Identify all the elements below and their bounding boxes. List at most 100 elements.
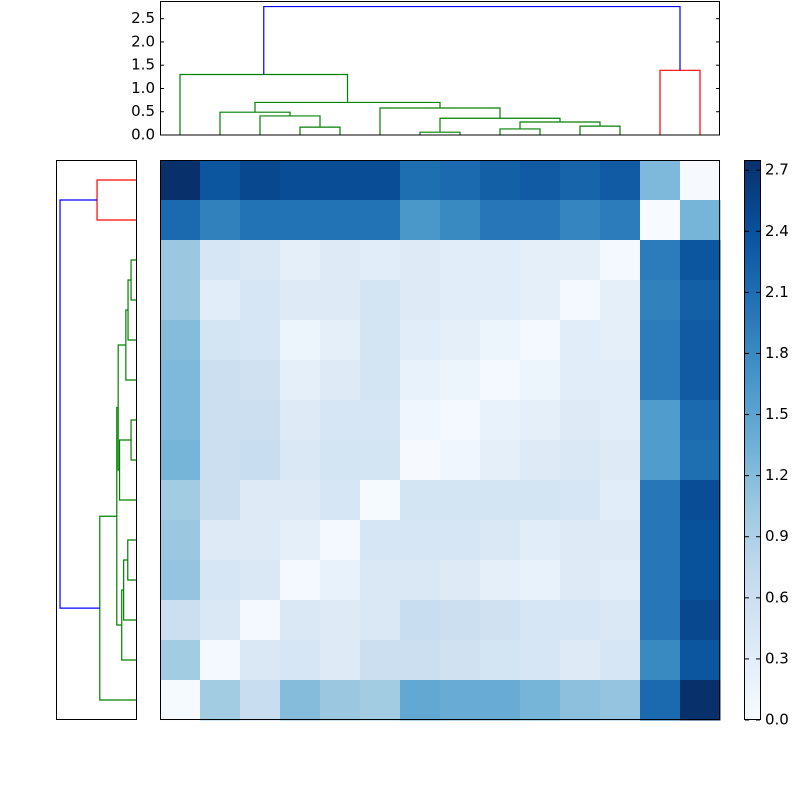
heatmap-cell [640,480,681,521]
dendrogram-link [130,259,136,301]
heatmap-cell [680,640,721,681]
heatmap-cell [680,240,721,281]
heatmap-cell [560,440,601,481]
heatmap-cell [400,320,441,361]
heatmap-cell [360,600,401,641]
heatmap-cell [240,400,281,441]
heatmap-cell [320,600,361,641]
heatmap-cell [440,560,481,601]
heatmap-cell [600,280,641,321]
heatmap-cell [640,280,681,321]
plot-layer: 0.0 0.3 0.6 0.9 1.2 1.5 1.8 2.1 2.4 2.7 0.0 0.5 1.0 1… [59,5,789,729]
heatmap-cell [360,160,401,201]
heatmap-cell [440,440,481,481]
heatmap-cell [520,200,561,241]
heatmap-cell [560,600,601,641]
heatmap-cell [160,360,201,401]
dendrogram-link [118,439,136,501]
y-tick-label: 0.5 [131,102,155,120]
colorbar-tick-label: 0.0 [765,711,789,729]
heatmap-cell [440,680,481,721]
y-tick-label: 1.0 [131,79,155,97]
dendrogram-link [99,515,136,701]
heatmap-cell [280,520,321,561]
heatmap-cell [280,640,321,681]
y-tick-label: 2.5 [131,9,155,27]
heatmap-cell [360,560,401,601]
heatmap-cell [160,560,201,601]
heatmap-cell [600,360,641,401]
heatmap-cell [200,520,241,561]
heatmap-cell [160,280,201,321]
dendrogram-link [259,115,321,135]
dendrogram-link [299,126,341,135]
heatmap-cell [400,400,441,441]
heatmap-cell [320,560,361,601]
heatmap-cell [480,600,521,641]
heatmap-cell [320,360,361,401]
heatmap-cell [400,560,441,601]
colorbar-tick-label: 1.8 [765,344,789,362]
heatmap-cell [160,520,201,561]
heatmap-cell [200,480,241,521]
heatmap-cell [360,640,401,681]
heatmap-cell [680,600,721,641]
heatmap-cell [160,640,201,681]
colorbar-tick-label: 1.2 [765,466,789,484]
heatmap-cell [240,240,281,281]
heatmap-cell [560,400,601,441]
heatmap-cell [280,680,321,721]
heatmap-cell [360,240,401,281]
heatmap-cell [200,640,241,681]
heatmap-cell [640,400,681,441]
heatmap-cell [520,360,561,401]
dendrogram-link [127,539,136,581]
heatmap-cell [440,600,481,641]
heatmap-cell [480,560,521,601]
heatmap-cell [400,200,441,241]
heatmap-cell [240,280,281,321]
heatmap-cell [400,160,441,201]
heatmap-cell [160,440,201,481]
heatmap-cell [480,520,521,561]
heatmap-cell [200,360,241,401]
dendrogram-link [254,101,441,113]
heatmap-cell [520,240,561,281]
heatmap-cell [600,480,641,521]
heatmap-cell [480,320,521,361]
heatmap-cell [400,600,441,641]
heatmap-cell [320,240,361,281]
heatmap-cell [480,400,521,441]
heatmap-cell [360,520,401,561]
heatmap-cell [480,480,521,521]
heatmap-cell [600,640,641,681]
heatmap-cell [360,320,401,361]
heatmap-cell [440,240,481,281]
heatmap-cell [640,560,681,601]
heatmap-cell [480,680,521,721]
heatmap-cell [160,600,201,641]
heatmap-cell [320,320,361,361]
heatmap-cell [280,160,321,201]
heatmap-cell [360,440,401,481]
heatmap-cell [680,680,721,721]
heatmap-cell [160,160,201,201]
heatmap-cell [160,240,201,281]
heatmap-cell [680,560,721,601]
heatmap-cell [280,480,321,521]
heatmap-cell [160,480,201,521]
heatmap-cell [360,480,401,521]
heatmap-cell [240,600,281,641]
dendrogram-link [179,73,349,135]
heatmap-cell [600,240,641,281]
heatmap-cell [600,200,641,241]
heatmap-cell [480,640,521,681]
heatmap-cell [400,640,441,681]
heatmap-cell [600,680,641,721]
heatmap-cell [560,320,601,361]
heatmap-cell [520,280,561,321]
heatmap-cell [200,200,241,241]
heatmap-cell [520,640,561,681]
heatmap-cell [680,280,721,321]
heatmap-cell [680,480,721,521]
